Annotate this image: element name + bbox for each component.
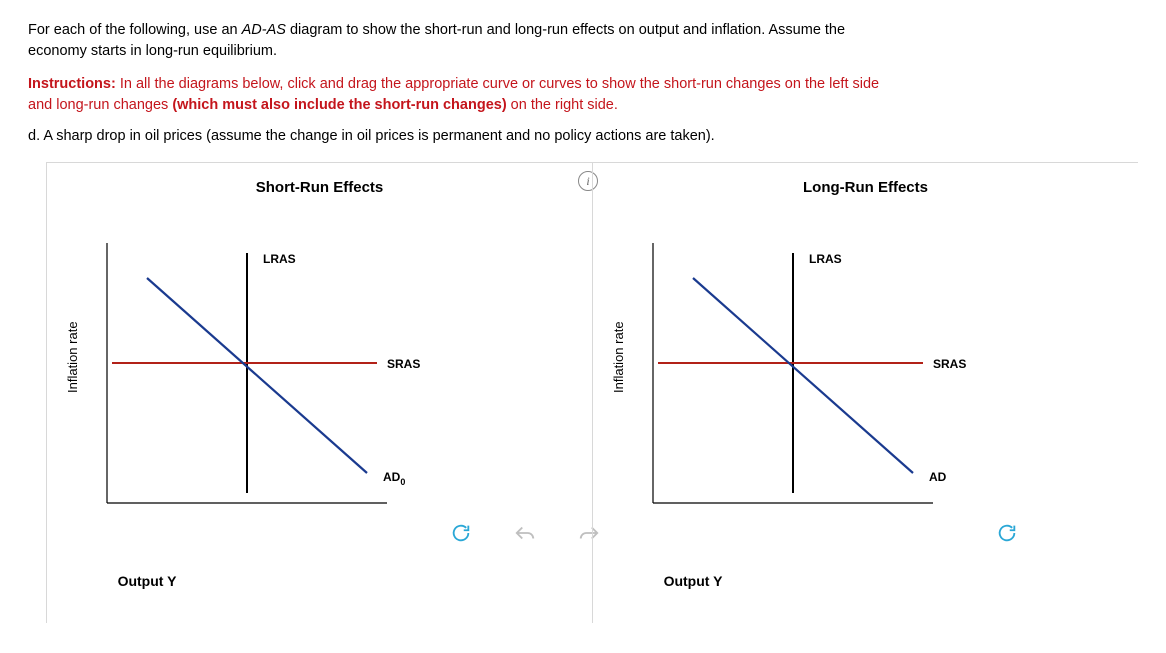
instructions-label: Instructions: [28,76,116,92]
instructions-text-a: In all the diagrams below, click and dra… [116,76,879,92]
reset-icon[interactable] [993,519,1021,547]
short-run-toolbox [447,519,603,547]
prompt-ad-as: AD-AS [242,22,286,38]
prompt-line2: economy starts in long-run equilibrium. [28,43,277,59]
svg-text:SRAS: SRAS [933,357,966,371]
instructions-text-c: on the right side. [507,97,618,113]
instructions: Instructions: In all the diagrams below,… [28,74,1138,116]
short-run-title: Short-Run Effects [47,163,592,196]
instructions-bold: (which must also include the short-run c… [172,97,506,113]
long-run-ylabel: Inflation rate [611,322,626,394]
part-d-text: d. A sharp drop in oil prices (assume th… [28,128,1138,144]
svg-text:LRAS: LRAS [263,252,296,266]
short-run-xlabel: Output Y [0,573,327,589]
long-run-title: Long-Run Effects [593,163,1138,196]
short-run-chart[interactable]: LRAS SRAS AD0 [87,223,447,583]
diagrams-container: i Short-Run Effects Inflation rate LRASS… [46,162,1138,623]
long-run-chart[interactable]: LRAS SRAS AD [633,223,993,583]
short-run-ylabel: Inflation rate [65,322,80,394]
svg-text:AD0: AD0 [383,470,405,487]
short-run-panel: i Short-Run Effects Inflation rate LRASS… [46,163,592,623]
svg-text:SRAS: SRAS [387,357,420,371]
reset-icon[interactable] [447,519,475,547]
instructions-text-b: and long-run changes [28,97,172,113]
prompt-text: For each of the following, use an AD-AS … [28,20,1138,62]
long-run-xlabel: Output Y [513,573,873,589]
prompt-part-c: diagram to show the short-run and long-r… [286,22,845,38]
long-run-panel: Long-Run Effects Inflation rate LRAS SRAS… [592,163,1138,623]
prompt-part-a: For each of the following, use an [28,22,242,38]
svg-text:LRAS: LRAS [809,252,842,266]
svg-text:AD: AD [929,470,947,484]
undo-icon[interactable] [511,519,539,547]
long-run-toolbox [993,519,1021,547]
